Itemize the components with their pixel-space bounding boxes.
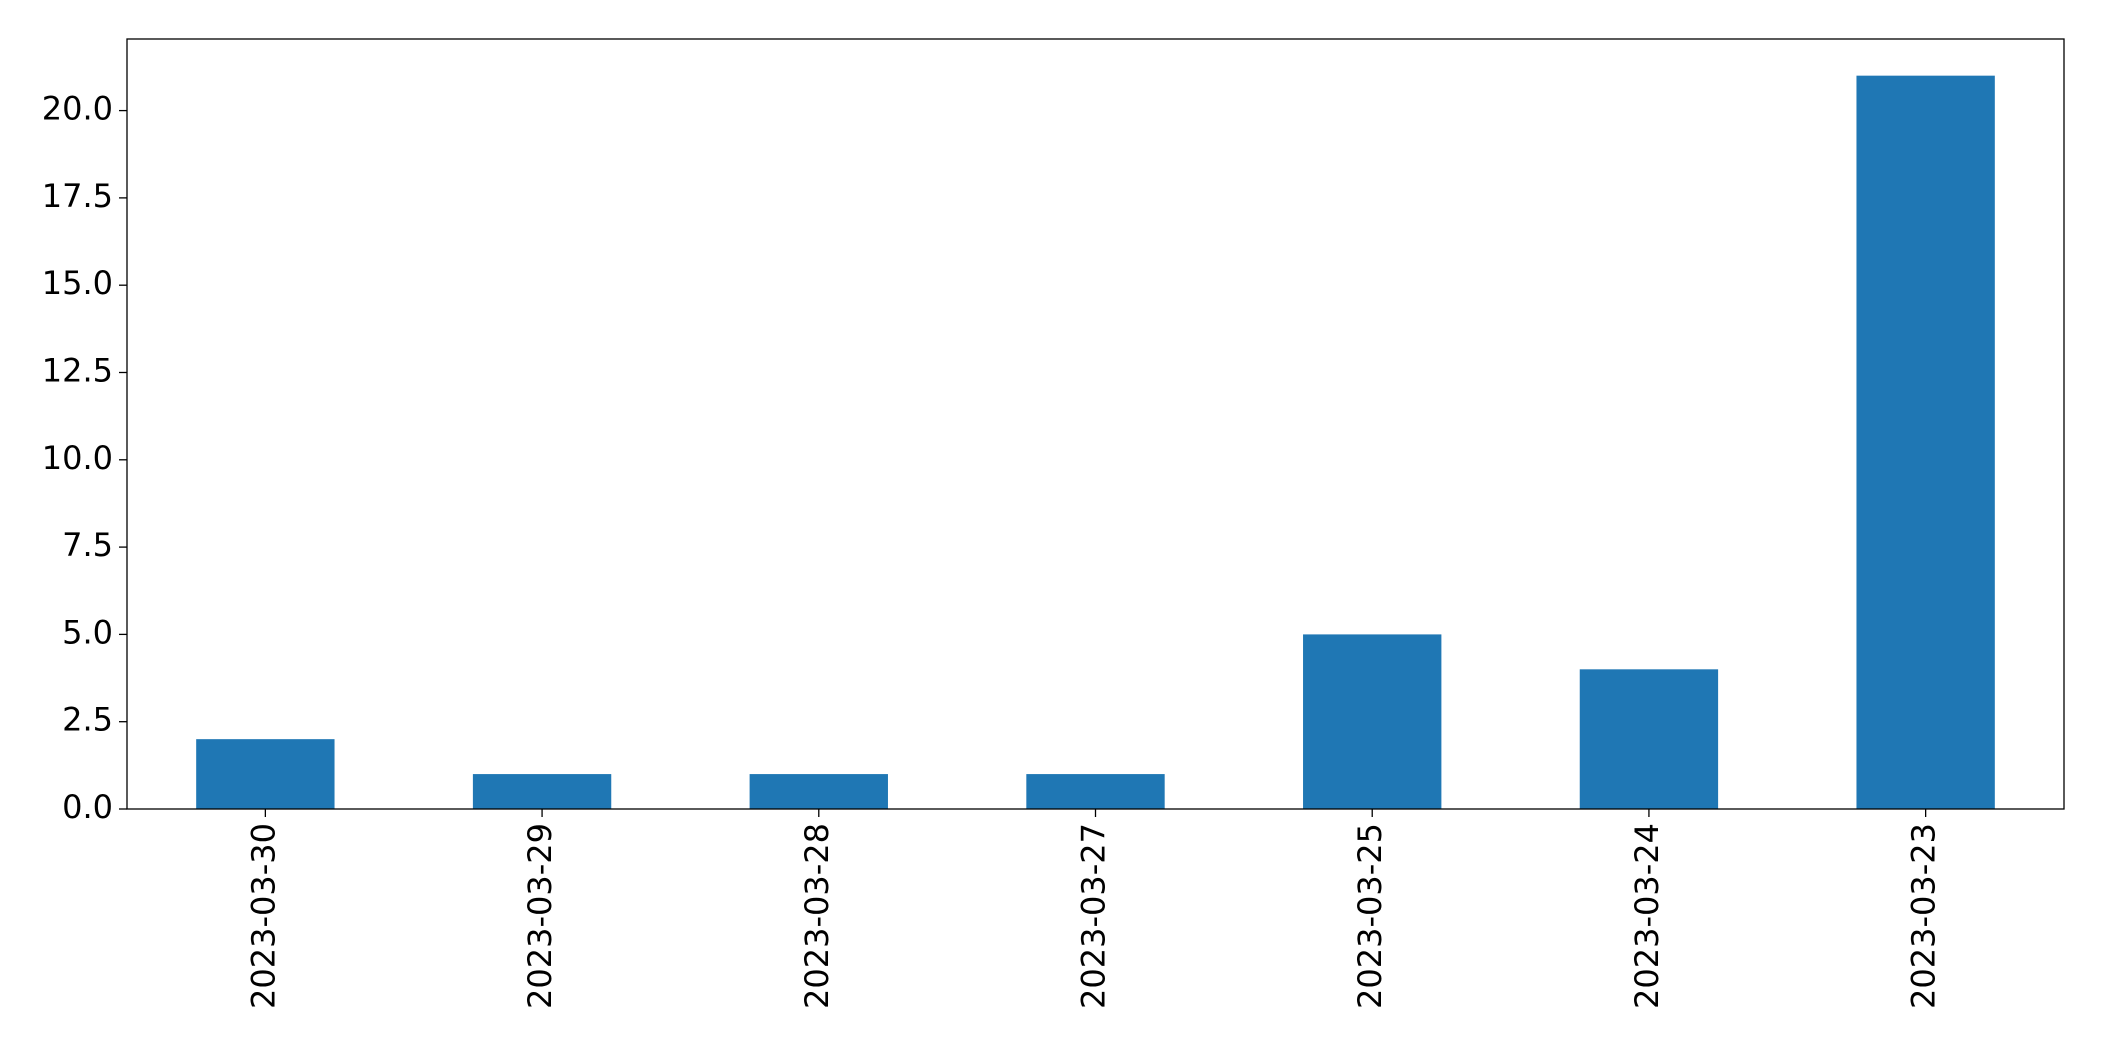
y-tick-label: 12.5 [42, 351, 113, 389]
x-tick-label: 2023-03-28 [798, 823, 836, 1009]
plot-frame [126, 38, 2065, 810]
y-tick-label: 20.0 [42, 90, 113, 128]
y-tick-label: 2.5 [62, 701, 113, 739]
x-tick-label: 2023-03-30 [244, 823, 282, 1009]
x-tick-label: 2023-03-24 [1628, 823, 1666, 1009]
x-tick-label: 2023-03-29 [521, 823, 559, 1009]
bar [749, 774, 888, 809]
x-tick-label: 2023-03-27 [1075, 823, 1113, 1009]
bar [472, 774, 612, 809]
bar [1303, 634, 1442, 809]
y-tick-label: 10.0 [42, 439, 113, 477]
bar [1579, 669, 1719, 809]
y-tick-label: 15.0 [42, 264, 113, 302]
bar [196, 739, 335, 809]
y-tick-label: 5.0 [62, 613, 113, 651]
bar [1856, 75, 1995, 809]
x-tick-label: 2023-03-25 [1351, 823, 1389, 1009]
x-tick-label: 2023-03-23 [1905, 823, 1943, 1009]
y-tick-label: 0.0 [62, 788, 113, 826]
y-tick-label: 17.5 [42, 177, 113, 215]
bar [1026, 774, 1165, 809]
y-tick-label: 7.5 [62, 526, 113, 564]
